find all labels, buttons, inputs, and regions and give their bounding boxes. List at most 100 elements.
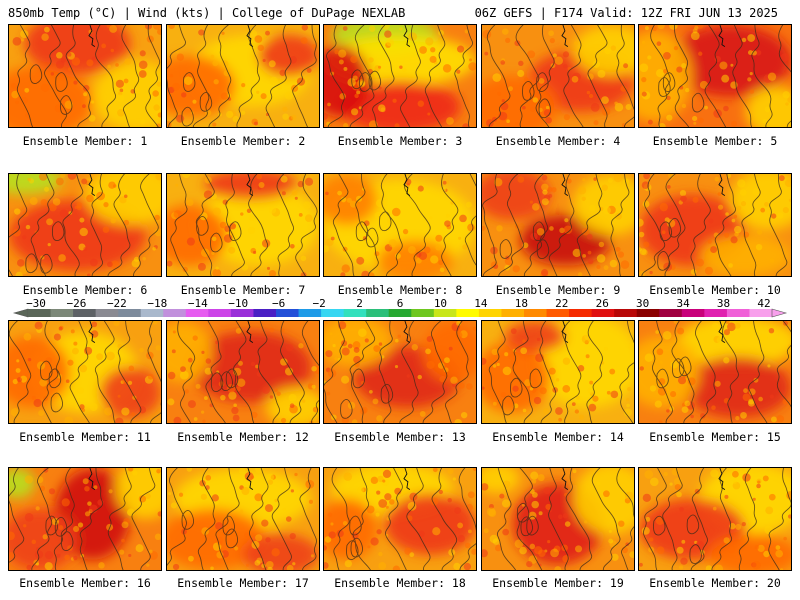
colorbar-swatch [366, 309, 390, 317]
ensemble-member-map[interactable] [8, 467, 162, 571]
member-caption: Ensemble Member: 10 [649, 283, 781, 297]
ensemble-member-map[interactable] [481, 320, 635, 424]
ensemble-member-map[interactable] [8, 320, 162, 424]
member-caption: Ensemble Member: 18 [334, 576, 466, 590]
colorbar-swatch [614, 309, 638, 317]
member-caption: Ensemble Member: 7 [180, 283, 306, 297]
ensemble-member-map[interactable] [8, 24, 162, 128]
colorbar-tick-label: 42 [757, 297, 770, 310]
temperature-field-map [9, 25, 161, 127]
member-caption: Ensemble Member: 3 [337, 134, 463, 148]
temperature-field-map [167, 321, 319, 423]
ensemble-member-map[interactable] [323, 173, 477, 277]
member-caption: Ensemble Member: 15 [649, 430, 781, 444]
colorbar-tick-label: 34 [676, 297, 690, 310]
member-caption: Ensemble Member: 13 [334, 430, 466, 444]
ensemble-member-map[interactable] [638, 320, 792, 424]
colorbar-swatch [95, 309, 119, 317]
temperature-field-map [324, 468, 476, 570]
colorbar-swatch [321, 309, 345, 317]
colorbar-tick-label: −30 [26, 297, 46, 310]
member-caption: Ensemble Member: 20 [649, 576, 781, 590]
colorbar-tick-label: 30 [636, 297, 649, 310]
ensemble-member-map[interactable] [323, 320, 477, 424]
colorbar-swatch [659, 309, 683, 317]
colorbar-tick-label: −26 [67, 297, 87, 310]
colorbar-tick-label: 10 [434, 297, 447, 310]
temperature-field-map [482, 25, 634, 127]
member-caption: Ensemble Member: 4 [495, 134, 621, 148]
ensemble-member-map[interactable] [166, 24, 320, 128]
temperature-field-map [639, 25, 791, 127]
colorbar-tick-label: 26 [596, 297, 609, 310]
ensemble-member-map[interactable] [481, 24, 635, 128]
temperature-colorbar: −30 −26 −22 −18 −14 −10 −6 −2 2 6 10 14 18 22 26 30 34 38… [0, 296, 800, 320]
ensemble-member-map[interactable] [166, 173, 320, 277]
colorbar-tick-label: −22 [107, 297, 127, 310]
ensemble-member-map[interactable] [323, 467, 477, 571]
temperature-field-map [324, 174, 476, 276]
temperature-field-map [9, 174, 161, 276]
colorbar-tick-label: 2 [356, 297, 363, 310]
ensemble-member-map[interactable] [481, 173, 635, 277]
ensemble-member-map[interactable] [638, 24, 792, 128]
colorbar-swatch [230, 309, 254, 317]
member-caption: Ensemble Member: 5 [652, 134, 778, 148]
page-title: 850mb Temp (°C) | Wind (kts) | College o… [8, 6, 406, 20]
colorbar-swatch [388, 309, 412, 317]
temperature-field-map [324, 25, 476, 127]
colorbar-swatch [140, 309, 164, 317]
colorbar-swatch [478, 309, 502, 317]
colorbar-swatch [163, 309, 187, 317]
ensemble-member-map[interactable] [166, 320, 320, 424]
colorbar-tick-label: −6 [272, 297, 285, 310]
colorbar-swatch [681, 309, 705, 317]
colorbar-tick-label: −2 [312, 297, 325, 310]
temperature-field-map [639, 321, 791, 423]
colorbar-swatch [50, 309, 74, 317]
colorbar-swatch [569, 309, 593, 317]
colorbar-tick-label: 14 [474, 297, 488, 310]
colorbar-graphic: −30 −26 −22 −18 −14 −10 −6 −2 2 6 10 14 18 22 26 30 34 38… [12, 297, 788, 318]
temperature-field-map [9, 321, 161, 423]
colorbar-swatch [524, 309, 548, 317]
ensemble-member-map[interactable] [166, 467, 320, 571]
temperature-field-map [324, 321, 476, 423]
temperature-field-map [167, 174, 319, 276]
ensemble-member-map[interactable] [638, 467, 792, 571]
member-caption: Ensemble Member: 14 [492, 430, 624, 444]
colorbar-tick-label: 18 [515, 297, 528, 310]
colorbar-swatch [276, 309, 300, 317]
ensemble-member-map[interactable] [323, 24, 477, 128]
colorbar-swatch [411, 309, 435, 317]
member-caption: Ensemble Member: 16 [19, 576, 151, 590]
colorbar-tick-label: 6 [397, 297, 404, 310]
ensemble-member-map[interactable] [481, 467, 635, 571]
member-caption: Ensemble Member: 12 [177, 430, 309, 444]
colorbar-swatch [501, 309, 525, 317]
ensemble-member-map[interactable] [8, 173, 162, 277]
colorbar-swatch [73, 309, 97, 317]
colorbar-swatch [636, 309, 660, 317]
colorbar-swatch [298, 309, 322, 317]
colorbar-swatch [591, 309, 615, 317]
colorbar-swatch [28, 309, 52, 317]
colorbar-swatch [546, 309, 570, 317]
temperature-field-map [167, 25, 319, 127]
ensemble-member-map[interactable] [638, 173, 792, 277]
colorbar-swatch [118, 309, 142, 317]
member-caption: Ensemble Member: 8 [337, 283, 463, 297]
colorbar-arrow-left [12, 308, 29, 318]
colorbar-swatch [726, 309, 750, 317]
colorbar-swatch [749, 309, 773, 317]
colorbar-swatch [253, 309, 277, 317]
temperature-field-map [9, 468, 161, 570]
member-caption: Ensemble Member: 2 [180, 134, 306, 148]
colorbar-tick-label: −14 [188, 297, 208, 310]
colorbar-swatch [208, 309, 232, 317]
colorbar-tick-label: 38 [717, 297, 730, 310]
member-caption: Ensemble Member: 1 [22, 134, 148, 148]
temperature-field-map [482, 321, 634, 423]
colorbar-swatch [704, 309, 728, 317]
temperature-field-map [482, 468, 634, 570]
